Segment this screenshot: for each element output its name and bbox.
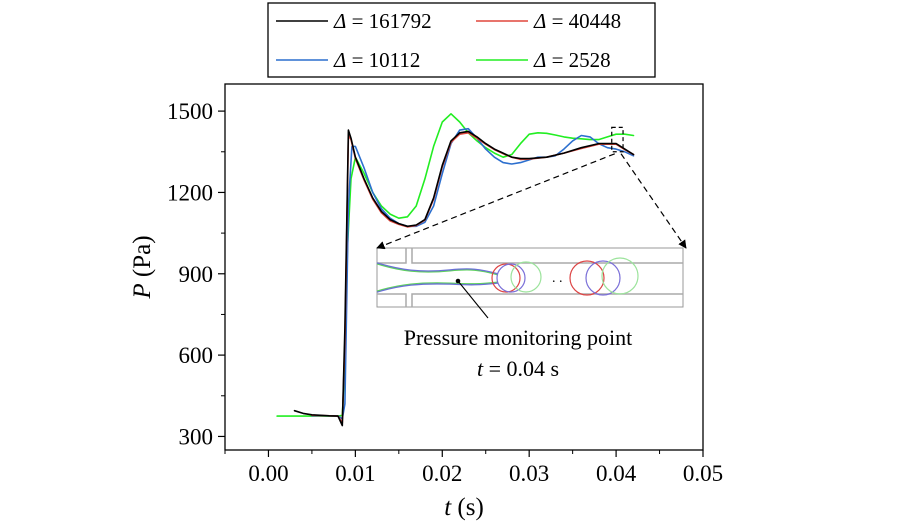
inset-droplet <box>491 263 521 293</box>
inset-jet-lower-green <box>376 281 499 292</box>
legend-label-3: Δ = 10112 <box>333 48 420 72</box>
x-tick-label: 0.04 <box>596 461 637 486</box>
x-axis-label: t (s) <box>444 494 484 521</box>
y-axis-label: P (Pa) <box>129 235 156 299</box>
zoom-arrow-left <box>376 153 615 250</box>
inset-jet-upper <box>376 262 499 275</box>
inset-jet-lower <box>376 282 499 293</box>
x-tick-label: 0.02 <box>422 461 462 486</box>
x-tick-label: 0.03 <box>509 461 549 486</box>
legend-box <box>267 2 656 78</box>
inset-label-line2: t = 0.04 s <box>477 356 559 381</box>
plot-frame <box>224 83 704 451</box>
inset-label-line1: Pressure monitoring point <box>404 325 633 350</box>
legend-label-2: Δ = 40448 <box>533 9 621 33</box>
inset-marker-box <box>611 126 624 153</box>
series-line-1 <box>293 129 635 427</box>
inset-droplet <box>601 257 639 295</box>
legend-item-4: Δ = 2528 <box>476 48 611 72</box>
inset-droplet <box>496 263 526 293</box>
inset-droplet <box>510 261 542 293</box>
x-axis-ticks: 0.00 0.01 0.02 0.03 0.04 0.05 <box>224 450 723 486</box>
x-tick-label: 0.01 <box>335 461 375 486</box>
legend-label-1: Δ = 161792 <box>333 9 432 33</box>
legend-item-1: Δ = 161792 <box>276 9 432 33</box>
x-tick-label: 0.00 <box>248 461 288 486</box>
series-line-3 <box>311 127 635 420</box>
inset: . . Pressure monitoring point t = 0.04 s <box>376 126 684 381</box>
inset-droplet <box>569 260 605 296</box>
inset-ellipsis: . . <box>552 271 563 286</box>
x-tick-label: 0.05 <box>683 461 723 486</box>
y-tick-label: 600 <box>179 343 214 368</box>
series-layer <box>276 113 635 427</box>
legend-label-4: Δ = 2528 <box>533 48 611 72</box>
legend-item-2: Δ = 40448 <box>476 9 621 33</box>
inset-channel-wall-top <box>377 248 683 264</box>
series-line-4 <box>276 113 635 417</box>
inset-droplet <box>585 260 621 296</box>
zoom-arrow-right <box>620 153 687 249</box>
legend-item-3: Δ = 10112 <box>276 48 420 72</box>
y-tick-label: 1200 <box>167 180 213 205</box>
y-tick-label: 1500 <box>167 99 213 124</box>
monitoring-point-leader <box>457 280 489 319</box>
y-tick-label: 900 <box>179 262 214 287</box>
inset-jet-upper-green <box>376 263 499 276</box>
legend: Δ = 161792 Δ = 40448 Δ = 10112 Δ = 2528 <box>267 2 656 78</box>
inset-panel <box>376 247 684 308</box>
y-axis-ticks: 300 600 900 1200 1500 <box>167 99 225 449</box>
y-tick-label: 300 <box>179 424 214 449</box>
